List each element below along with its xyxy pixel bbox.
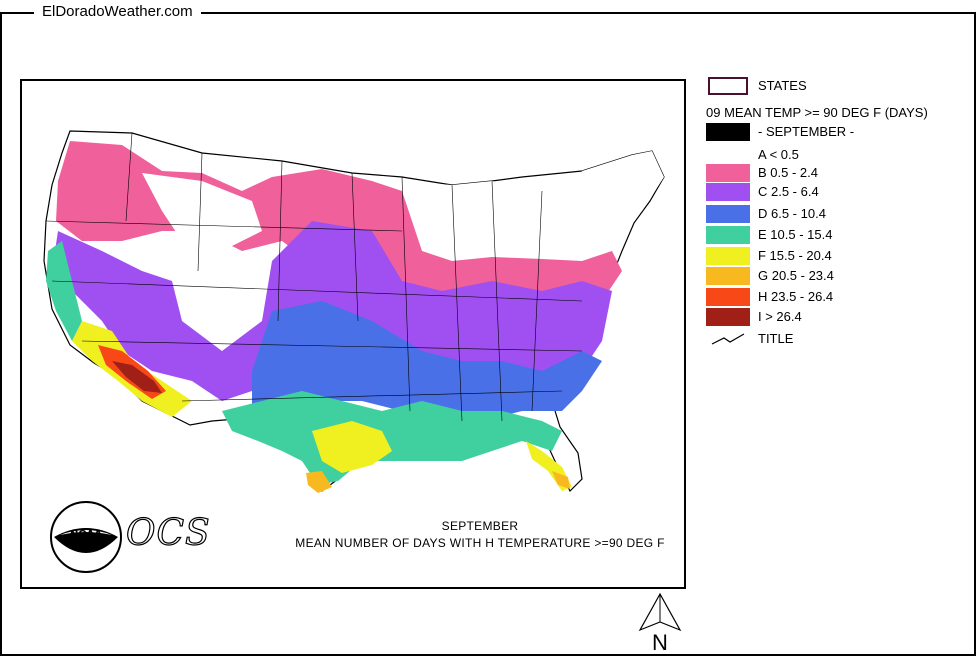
- legend-label-h: H 23.5 - 26.4: [758, 289, 834, 304]
- site-title: ElDoradoWeather.com: [34, 3, 201, 20]
- zone-a-rockies: [182, 261, 262, 351]
- legend-label-d: D 6.5 - 10.4: [758, 206, 826, 221]
- zone-e-west: [46, 241, 82, 341]
- legend-swatch-b: [706, 164, 750, 182]
- noaa-logo: NOAA: [48, 499, 124, 580]
- north-arrow-icon: N: [638, 592, 682, 655]
- zone-a-northeast: [572, 151, 664, 231]
- legend-swatch-f: [706, 247, 750, 265]
- zone-g-florida: [552, 471, 570, 489]
- noaa-logo-text: NOAA: [70, 529, 102, 540]
- state-boundaries: [45, 132, 583, 422]
- map-caption-description: MEAN NUMBER OF DAYS WITH H TEMPERATURE >…: [295, 536, 665, 550]
- legend-swatch-h: [706, 288, 750, 306]
- legend-month-label: - SEPTEMBER -: [758, 124, 855, 139]
- legend-states-label: STATES: [758, 78, 807, 93]
- legend-label-c: C 2.5 - 6.4: [758, 184, 819, 199]
- legend-label-g: G 20.5 - 23.4: [758, 268, 834, 283]
- legend-swatch-g: [706, 267, 750, 285]
- ocs-logo-text: OCS: [125, 512, 211, 554]
- legend-label-e: E 10.5 - 15.4: [758, 227, 833, 242]
- legend-layer-title-text: 09 MEAN TEMP >= 90 DEG F (DAYS): [706, 105, 928, 120]
- legend-swatch-c: [706, 183, 750, 201]
- legend-label-a: A < 0.5: [758, 147, 799, 162]
- us-map: [43, 130, 665, 493]
- zone-a-northwest: [142, 173, 262, 251]
- legend-label-b: B 0.5 - 2.4: [758, 165, 818, 180]
- legend-label-f: F 15.5 - 20.4: [758, 248, 832, 263]
- zone-e: [222, 391, 562, 485]
- legend-label-i: I > 26.4: [758, 309, 802, 324]
- legend-swatch-d: [706, 205, 750, 223]
- north-arrow: N: [632, 592, 688, 659]
- states-swatch: [708, 77, 748, 95]
- legend-swatch-i: [706, 308, 750, 326]
- map-caption-month: SEPTEMBER: [441, 519, 519, 533]
- map-panel: NOAA OCS SEPTEMBER MEAN NUMBER OF DAYS W…: [20, 79, 686, 589]
- north-label: N: [652, 630, 668, 654]
- outer-frame: [0, 12, 976, 656]
- zone-i-desert: [112, 361, 162, 393]
- title-line-icon: [711, 333, 745, 345]
- legend-month-swatch: [706, 123, 750, 141]
- zone-g-texas: [306, 471, 332, 493]
- legend-swatch-e: [706, 226, 750, 244]
- zone-d: [252, 301, 602, 421]
- legend-swatch-a: [706, 146, 750, 164]
- zone-f-texas: [312, 421, 392, 473]
- legend-title-label: TITLE: [758, 331, 794, 346]
- zone-a-greatlakes: [402, 181, 582, 241]
